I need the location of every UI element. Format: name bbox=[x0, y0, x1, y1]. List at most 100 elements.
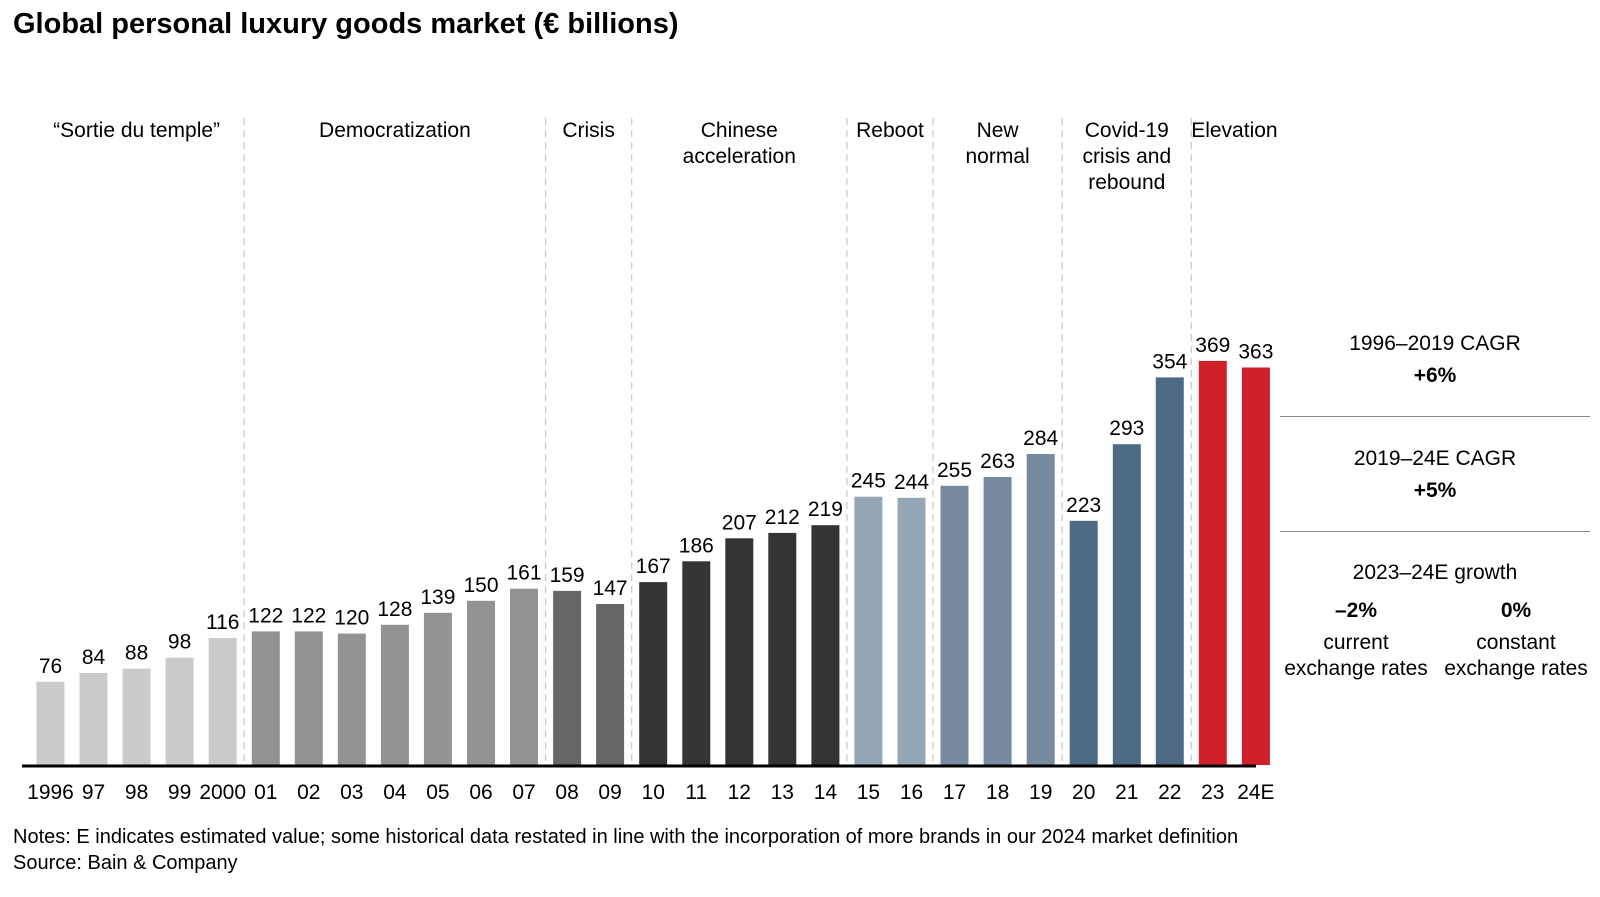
value-label-10: 167 bbox=[636, 555, 671, 578]
x-tick-19: 19 bbox=[1029, 781, 1052, 804]
x-tick-16: 16 bbox=[900, 781, 923, 804]
x-tick-12: 12 bbox=[728, 781, 751, 804]
value-label-07: 161 bbox=[506, 562, 541, 585]
era-labels: “Sortie du temple” Democratization Crisis C… bbox=[53, 119, 1277, 194]
value-label-14: 219 bbox=[808, 498, 843, 521]
value-label-15: 245 bbox=[851, 470, 886, 493]
bar-04 bbox=[380, 624, 409, 765]
bar-21 bbox=[1112, 444, 1141, 765]
x-tick-06: 06 bbox=[469, 781, 492, 804]
value-label-24E: 363 bbox=[1238, 341, 1273, 364]
x-tick-10: 10 bbox=[642, 781, 665, 804]
value-labels: 76 84 88 98 116 122 122 120 128 139 150 161 159 147 16… bbox=[39, 334, 1274, 678]
x-tick-11: 11 bbox=[685, 781, 707, 804]
value-label-11: 186 bbox=[679, 534, 714, 557]
cagr-2019-24e-value: +5% bbox=[1413, 479, 1457, 502]
x-tick-98: 98 bbox=[125, 781, 148, 804]
value-label-12: 207 bbox=[722, 511, 757, 534]
growth-current-rates: –2% current exchange rates bbox=[1276, 598, 1436, 682]
bar-07 bbox=[510, 588, 538, 765]
bar-03 bbox=[337, 633, 366, 765]
bar-18 bbox=[983, 477, 1012, 765]
chart-title: Global personal luxury goods market (€ b… bbox=[13, 8, 679, 40]
chart-notes: Notes: E indicates estimated value; some… bbox=[13, 826, 1239, 848]
value-label-09: 147 bbox=[593, 577, 628, 600]
x-tick-13: 13 bbox=[771, 781, 794, 804]
bar-24E bbox=[1241, 367, 1270, 765]
bar-16 bbox=[897, 497, 926, 765]
x-tick-22: 22 bbox=[1158, 781, 1181, 804]
x-tick-97: 97 bbox=[82, 781, 105, 804]
x-tick-17: 17 bbox=[943, 781, 966, 804]
bar-15 bbox=[854, 496, 883, 765]
value-label-01: 122 bbox=[248, 604, 283, 627]
x-tick-14: 14 bbox=[814, 781, 838, 804]
x-tick-05: 05 bbox=[426, 781, 449, 804]
x-tick-20: 20 bbox=[1072, 781, 1095, 804]
value-label-02: 122 bbox=[291, 604, 326, 627]
sidebar-divider bbox=[1280, 416, 1590, 417]
value-label-20: 223 bbox=[1066, 494, 1101, 517]
x-tick-24E: 24E bbox=[1237, 781, 1274, 804]
x-tick-07: 07 bbox=[512, 781, 535, 804]
value-label-97: 84 bbox=[82, 646, 106, 669]
value-label-19: 284 bbox=[1023, 427, 1058, 450]
bar-99 bbox=[165, 657, 194, 765]
bar-12 bbox=[725, 538, 754, 765]
era-label: “Sortie du temple” bbox=[53, 119, 220, 142]
growth-constant-line2: exchange rates bbox=[1444, 657, 1588, 680]
value-label-22: 354 bbox=[1152, 350, 1187, 373]
x-tick-08: 08 bbox=[555, 781, 578, 804]
era-label: Covid-19 crisis and rebound bbox=[1082, 119, 1171, 194]
bar-01 bbox=[251, 631, 280, 765]
value-label-17: 255 bbox=[937, 459, 972, 482]
value-label-23: 369 bbox=[1195, 334, 1230, 357]
bar-08 bbox=[553, 590, 582, 765]
x-tick-2000: 2000 bbox=[199, 781, 246, 804]
bar-13 bbox=[768, 532, 797, 765]
bars bbox=[36, 360, 1270, 766]
growth-2023-24e-label: 2023–24E growth bbox=[1352, 561, 1518, 584]
x-tick-03: 03 bbox=[340, 781, 363, 804]
growth-current-line2: exchange rates bbox=[1284, 657, 1428, 680]
x-tick-01: 01 bbox=[254, 781, 277, 804]
cagr-1996-2019: 1996–2019 CAGR +6% bbox=[1280, 331, 1590, 389]
bar-09 bbox=[596, 604, 625, 765]
value-label-03: 120 bbox=[334, 607, 369, 630]
value-label-2000: 116 bbox=[206, 611, 239, 634]
bar-17 bbox=[940, 485, 969, 765]
value-label-05: 139 bbox=[420, 586, 455, 609]
value-label-06: 150 bbox=[463, 574, 498, 597]
era-label: Reboot bbox=[856, 119, 924, 142]
x-tick-18: 18 bbox=[986, 781, 1009, 804]
bar-97 bbox=[79, 673, 108, 765]
value-label-99: 98 bbox=[168, 631, 191, 654]
value-label-98: 88 bbox=[125, 642, 148, 665]
bar-1996 bbox=[36, 681, 65, 765]
value-label-08: 159 bbox=[550, 564, 585, 587]
era-label: Crisis bbox=[562, 119, 615, 142]
x-tick-15: 15 bbox=[857, 781, 880, 804]
growth-constant-line1: constant bbox=[1476, 631, 1556, 654]
x-tick-02: 02 bbox=[297, 781, 320, 804]
era-label: Elevation bbox=[1191, 119, 1277, 142]
growth-constant-value: 0% bbox=[1500, 599, 1532, 622]
era-label: New normal bbox=[965, 119, 1029, 168]
cagr-2019-24e: 2019–24E CAGR +5% bbox=[1280, 446, 1590, 504]
x-tick-21: 21 bbox=[1115, 781, 1138, 804]
value-label-04: 128 bbox=[377, 598, 412, 621]
cagr-2019-24e-label: 2019–24E CAGR bbox=[1353, 447, 1517, 470]
value-label-21: 293 bbox=[1109, 417, 1144, 440]
value-label-18: 263 bbox=[980, 450, 1015, 473]
bar-14 bbox=[811, 525, 840, 765]
bar-19 bbox=[1026, 454, 1055, 765]
bar-02 bbox=[294, 631, 323, 765]
x-tick-09: 09 bbox=[598, 781, 621, 804]
bar-23 bbox=[1198, 360, 1227, 765]
x-tick-23: 23 bbox=[1201, 781, 1224, 804]
x-tick-1996: 1996 bbox=[27, 781, 74, 804]
growth-constant-rates: 0% constant exchange rates bbox=[1436, 598, 1596, 682]
bar-10 bbox=[639, 582, 668, 765]
x-tick-labels: 1996 97 98 99 2000 01 02 03 04 05 06 07 08 09 10 11 12 13… bbox=[27, 781, 1274, 804]
